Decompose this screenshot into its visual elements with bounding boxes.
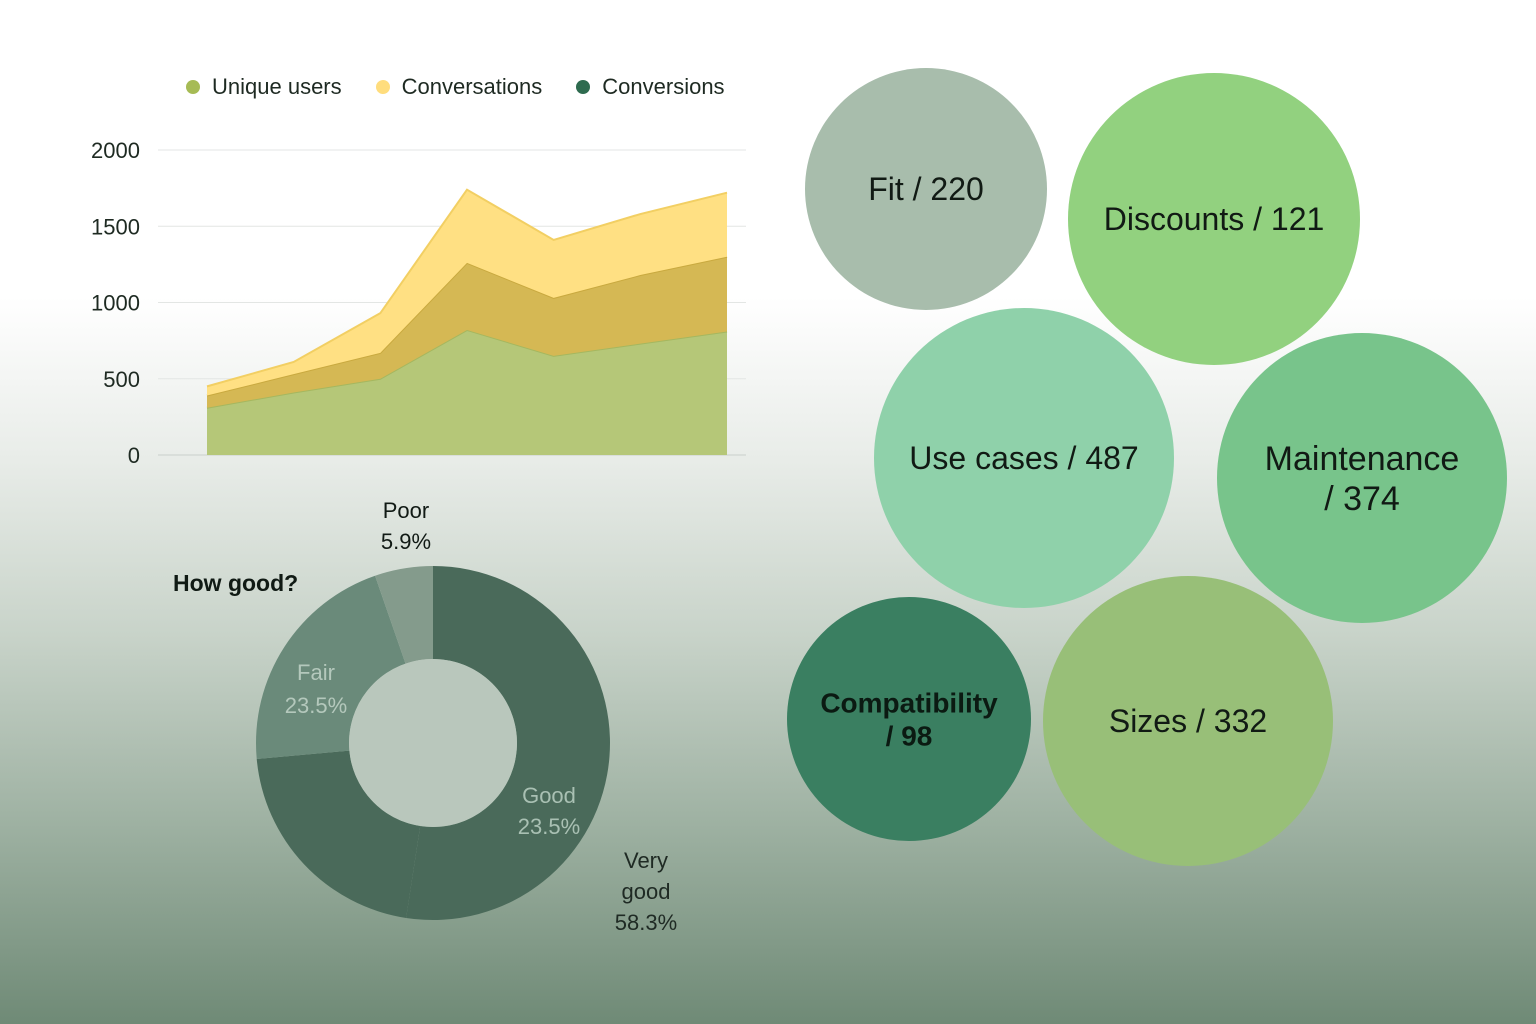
donut-label-fair: Fair 23.5% bbox=[285, 660, 347, 718]
donut-slice-poor[interactable] bbox=[375, 566, 433, 664]
bubble-label-discounts-121: Discounts / 121 bbox=[1104, 201, 1325, 237]
bubble-maintenance-374[interactable] bbox=[1217, 333, 1507, 623]
legend-label-conversions: Conversions bbox=[602, 74, 725, 99]
area-series-conversations[interactable] bbox=[207, 256, 727, 408]
bubble-fit-220[interactable] bbox=[805, 68, 1047, 310]
legend-item-conversions[interactable]: Conversions bbox=[576, 74, 725, 100]
bubble-label-use-cases-487: Use cases / 487 bbox=[909, 440, 1138, 476]
legend-item-conversations[interactable]: Conversations bbox=[375, 74, 543, 100]
bubble-label-sizes-332: Sizes / 332 bbox=[1109, 703, 1267, 739]
donut-slice-fair[interactable] bbox=[256, 575, 406, 759]
legend-label-unique-users: Unique users bbox=[212, 74, 342, 99]
y-tick-label: 1500 bbox=[91, 214, 140, 239]
bubble-use-cases-487[interactable] bbox=[874, 308, 1174, 608]
bubble-label-maintenance-374: Maintenance/ 374 bbox=[1265, 440, 1460, 518]
bubble-label-compatibility-98: Compatibility/ 98 bbox=[820, 687, 998, 751]
legend-swatch-conversions bbox=[576, 80, 591, 94]
legend-swatch-conversations bbox=[375, 80, 390, 94]
area-series-edge-conversions bbox=[206, 188, 728, 388]
donut-slice-very-good[interactable] bbox=[406, 566, 611, 920]
donut-label-good: Good 23.5% bbox=[518, 783, 580, 839]
legend-item-unique-users[interactable]: Unique users bbox=[186, 74, 342, 100]
y-tick-label: 500 bbox=[103, 367, 140, 392]
bubble-discounts-121[interactable] bbox=[1068, 73, 1360, 365]
y-tick-label: 0 bbox=[128, 443, 140, 468]
area-series-unique-users[interactable] bbox=[207, 329, 727, 455]
bubble-sizes-332[interactable] bbox=[1043, 576, 1333, 866]
donut-chart-title: How good? bbox=[173, 570, 299, 596]
donut-hole bbox=[349, 659, 517, 827]
bubble-compatibility-98[interactable] bbox=[787, 597, 1031, 841]
legend-swatch-unique-users bbox=[186, 80, 200, 94]
y-tick-label: 2000 bbox=[91, 138, 140, 163]
legend-label-conversations: Conversations bbox=[401, 74, 543, 99]
donut-label-very-good: Very good 58.3% bbox=[615, 848, 677, 935]
area-series-conversions[interactable] bbox=[207, 189, 727, 396]
donut-slice-good[interactable] bbox=[256, 750, 421, 918]
y-tick-label: 1000 bbox=[91, 291, 140, 316]
bubble-label-fit-220: Fit / 220 bbox=[868, 171, 984, 207]
area-chart-legend: Unique users Conversations Conversions bbox=[186, 74, 725, 100]
donut-label-poor: Poor 5.9% bbox=[381, 498, 431, 554]
